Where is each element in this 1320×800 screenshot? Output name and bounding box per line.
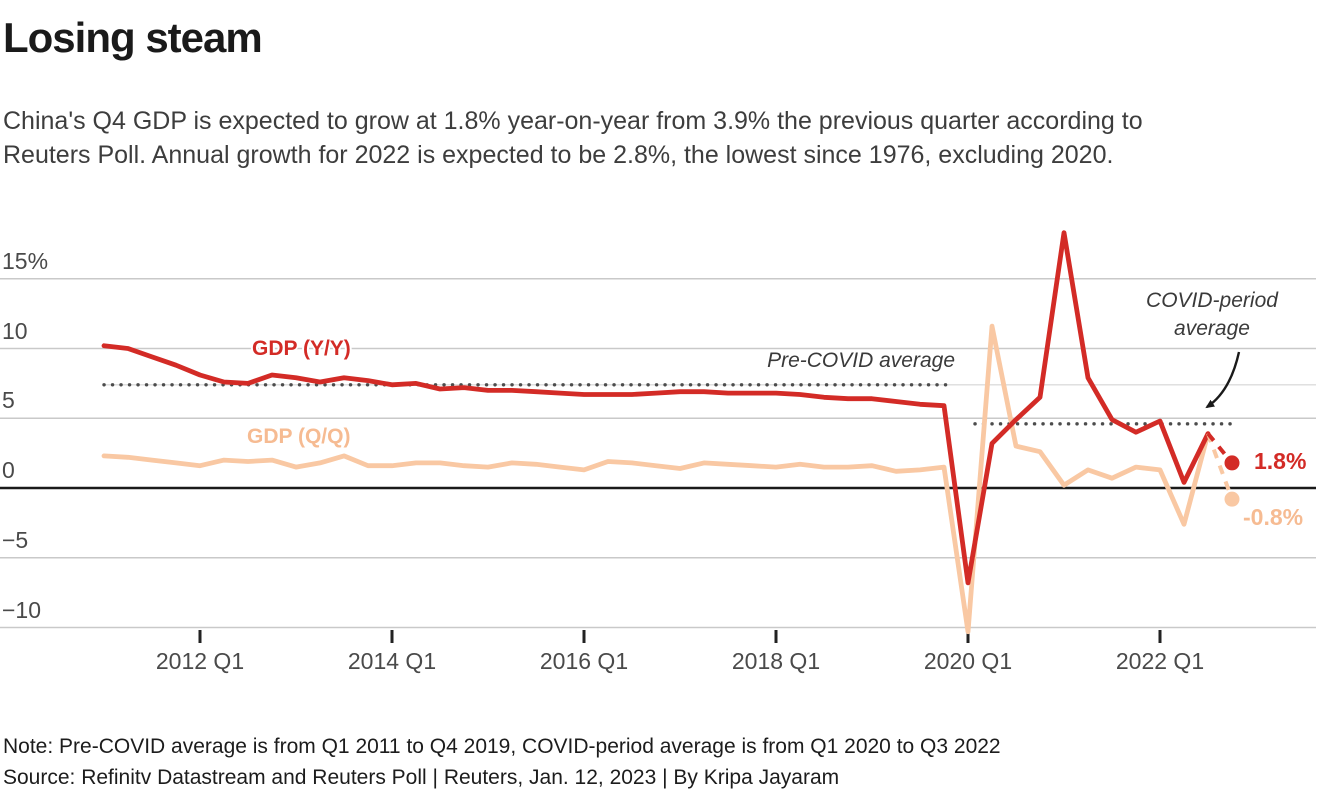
chart-subtitle-line-2: Reuters Poll. Annual growth for 2022 is … bbox=[3, 141, 1114, 169]
x-axis-label-2022-Q1: 2022 Q1 bbox=[1115, 648, 1205, 674]
x-axis-label-2018-Q1: 2018 Q1 bbox=[731, 648, 821, 674]
chart-subtitle-line-1: China's Q4 GDP is expected to grow at 1.… bbox=[3, 107, 1143, 135]
y-axis-label-0: 0 bbox=[2, 457, 15, 483]
x-axis-label-2012-Q1: 2012 Q1 bbox=[155, 648, 245, 674]
forecast-value-label-yy: 1.8% bbox=[1254, 448, 1307, 474]
page-title: Losing steam bbox=[3, 14, 263, 61]
x-axis-label-2020-Q1: 2020 Q1 bbox=[923, 648, 1013, 674]
pre-covid-average-label: Pre-COVID average bbox=[767, 349, 955, 372]
y-axis-label-10: 10 bbox=[2, 317, 28, 344]
chart-source: Source: Refinitv Datastream and Reuters … bbox=[3, 766, 840, 789]
x-axis-label-2016-Q1: 2016 Q1 bbox=[539, 648, 629, 674]
chart-subtitle: China's Q4 GDP is expected to grow at 1.… bbox=[3, 104, 1303, 172]
y-axis-label--5: −5 bbox=[2, 526, 29, 553]
forecast-value-label-qq: -0.8% bbox=[1243, 504, 1304, 530]
y-axis-label-15: 15% bbox=[2, 247, 49, 274]
chart-note: Note: Pre-COVID average is from Q1 2011 … bbox=[3, 735, 1001, 758]
series-label-gdp-yy: GDP (Y/Y) bbox=[252, 337, 351, 360]
curved-arrow-icon bbox=[1205, 351, 1241, 409]
covid-period-average-label: COVID-period average bbox=[1146, 289, 1278, 340]
y-axis-label-5: 5 bbox=[2, 387, 15, 414]
y-axis-label--10: −10 bbox=[2, 596, 42, 623]
series-label-gdp-qq: GDP (Q/Q) bbox=[247, 425, 351, 448]
x-axis-label-2014-Q1: 2014 Q1 bbox=[347, 648, 437, 674]
